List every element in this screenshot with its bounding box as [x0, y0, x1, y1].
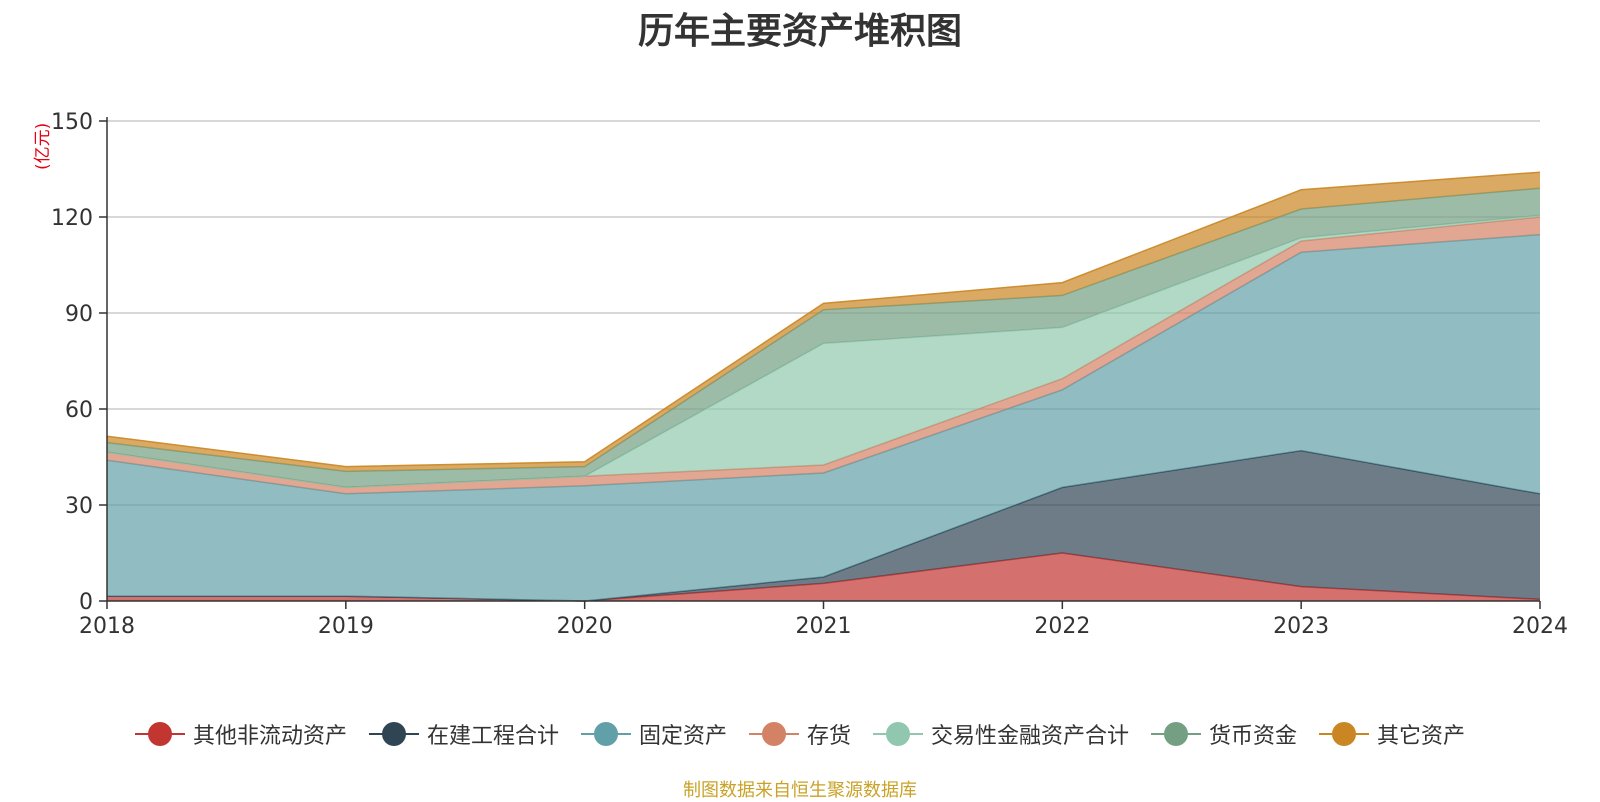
area-series [107, 234, 1540, 601]
area-series [107, 553, 1540, 601]
legend-item[interactable]: 固定资产 [580, 718, 727, 750]
legend-label: 存货 [806, 724, 851, 749]
y-tick-label: 60 [65, 398, 93, 423]
x-tick-label: 2019 [318, 614, 374, 639]
legend: 其他非流动资产 在建工程合计 固定资产 存货 交易性金融资产合计 货币资金 其它资产 [0, 718, 1600, 750]
legend-label: 货币资金 [1209, 724, 1298, 749]
area-layer [106, 171, 1541, 602]
x-tick-label: 2021 [796, 614, 852, 639]
y-tick-label: 150 [51, 110, 93, 135]
x-tick-label: 2020 [557, 614, 613, 639]
legend-item[interactable]: 交易性金融资产合计 [873, 718, 1129, 750]
series-line [106, 171, 1541, 468]
legend-label: 固定资产 [638, 724, 727, 749]
legend-marker-icon [134, 722, 185, 746]
legend-item[interactable]: 其他非流动资产 [134, 718, 347, 750]
legend-item[interactable]: 存货 [748, 718, 851, 750]
chart-title: 历年主要资产堆积图 [637, 11, 962, 52]
x-tick-label: 2018 [79, 614, 135, 639]
y-tick-label: 30 [65, 494, 93, 519]
legend-label: 交易性金融资产合计 [931, 724, 1130, 749]
legend-item[interactable]: 货币资金 [1151, 718, 1297, 750]
y-tick-label: 120 [51, 206, 93, 231]
legend-item[interactable]: 在建工程合计 [368, 718, 559, 750]
x-tick-label: 2022 [1034, 614, 1090, 639]
legend-marker-icon [368, 722, 419, 746]
legend-marker-icon [748, 722, 799, 746]
x-tick-label: 2024 [1512, 614, 1568, 639]
area-series [107, 172, 1540, 472]
legend-marker-icon [1151, 722, 1202, 746]
area-series [107, 217, 1540, 494]
legend-label: 其他非流动资产 [192, 724, 347, 749]
y-tick-label: 90 [65, 302, 93, 327]
y-tick-label: 0 [79, 590, 93, 615]
area-series [107, 188, 1540, 488]
legend-marker-icon [873, 722, 923, 746]
legend-marker-icon [1319, 722, 1370, 746]
legend-label: 在建工程合计 [426, 724, 559, 749]
area-series [107, 450, 1540, 601]
legend-item[interactable]: 其它资产 [1319, 718, 1465, 750]
legend-label: 其它资产 [1377, 724, 1466, 749]
x-tick-label: 2023 [1273, 614, 1329, 639]
axis-layer: 0 30 60 90 120 150 2018 2019 2020 2021 2022 2023 202… [51, 110, 1568, 639]
source-note: 制图数据来自恒生聚源数据库 [683, 780, 917, 801]
legend-marker-icon [580, 722, 631, 746]
